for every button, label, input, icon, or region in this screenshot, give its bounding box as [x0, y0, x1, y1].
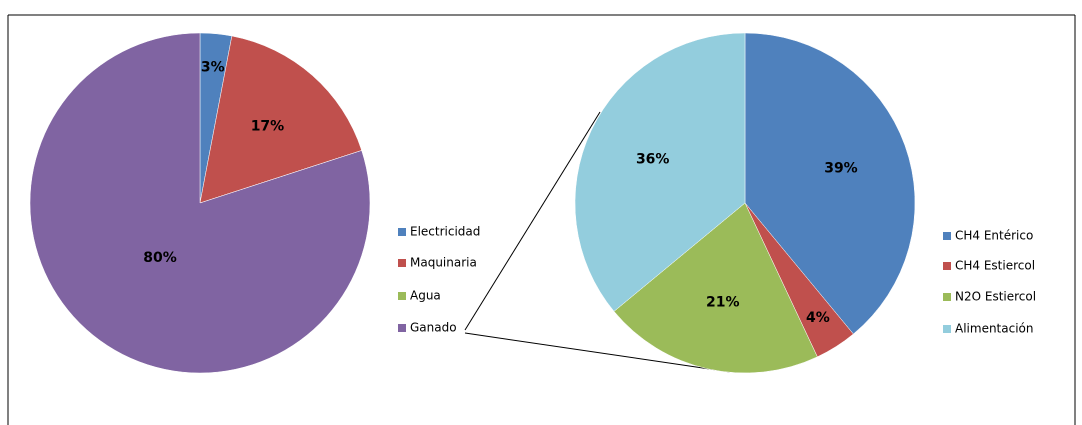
data-label: 36% [636, 152, 670, 168]
legend-label: CH4 Estiercol [955, 259, 1035, 273]
legend-swatch [943, 325, 951, 333]
legend-swatch [398, 292, 406, 300]
legend-swatch [398, 228, 406, 236]
legend-label: Maquinaria [410, 256, 477, 270]
data-label: 21% [706, 295, 740, 311]
pie-slice [574, 32, 746, 312]
legend-label: Ganado [410, 321, 457, 335]
pie-slice [199, 35, 362, 204]
pie-slice [744, 32, 916, 335]
legend-swatch [943, 293, 951, 301]
data-label: 3% [201, 60, 225, 76]
connector [464, 111, 601, 331]
legend-swatch [398, 259, 406, 267]
data-label: 4% [806, 310, 830, 326]
legend-label: CH4 Entérico [955, 229, 1033, 243]
legend-label: Electricidad [410, 225, 480, 239]
legend-label: Agua [410, 289, 441, 303]
data-label: 80% [143, 250, 177, 266]
legend-swatch [398, 324, 406, 332]
data-label: 39% [824, 160, 858, 176]
legend-label: N2O Estiercol [955, 290, 1036, 304]
data-label: 17% [251, 118, 285, 134]
legend-label: Alimentación [955, 322, 1034, 336]
pie-slice [29, 32, 371, 374]
legend-swatch [943, 262, 951, 270]
pie-slice [613, 202, 818, 374]
connector [464, 332, 731, 373]
legend-swatch [943, 232, 951, 240]
